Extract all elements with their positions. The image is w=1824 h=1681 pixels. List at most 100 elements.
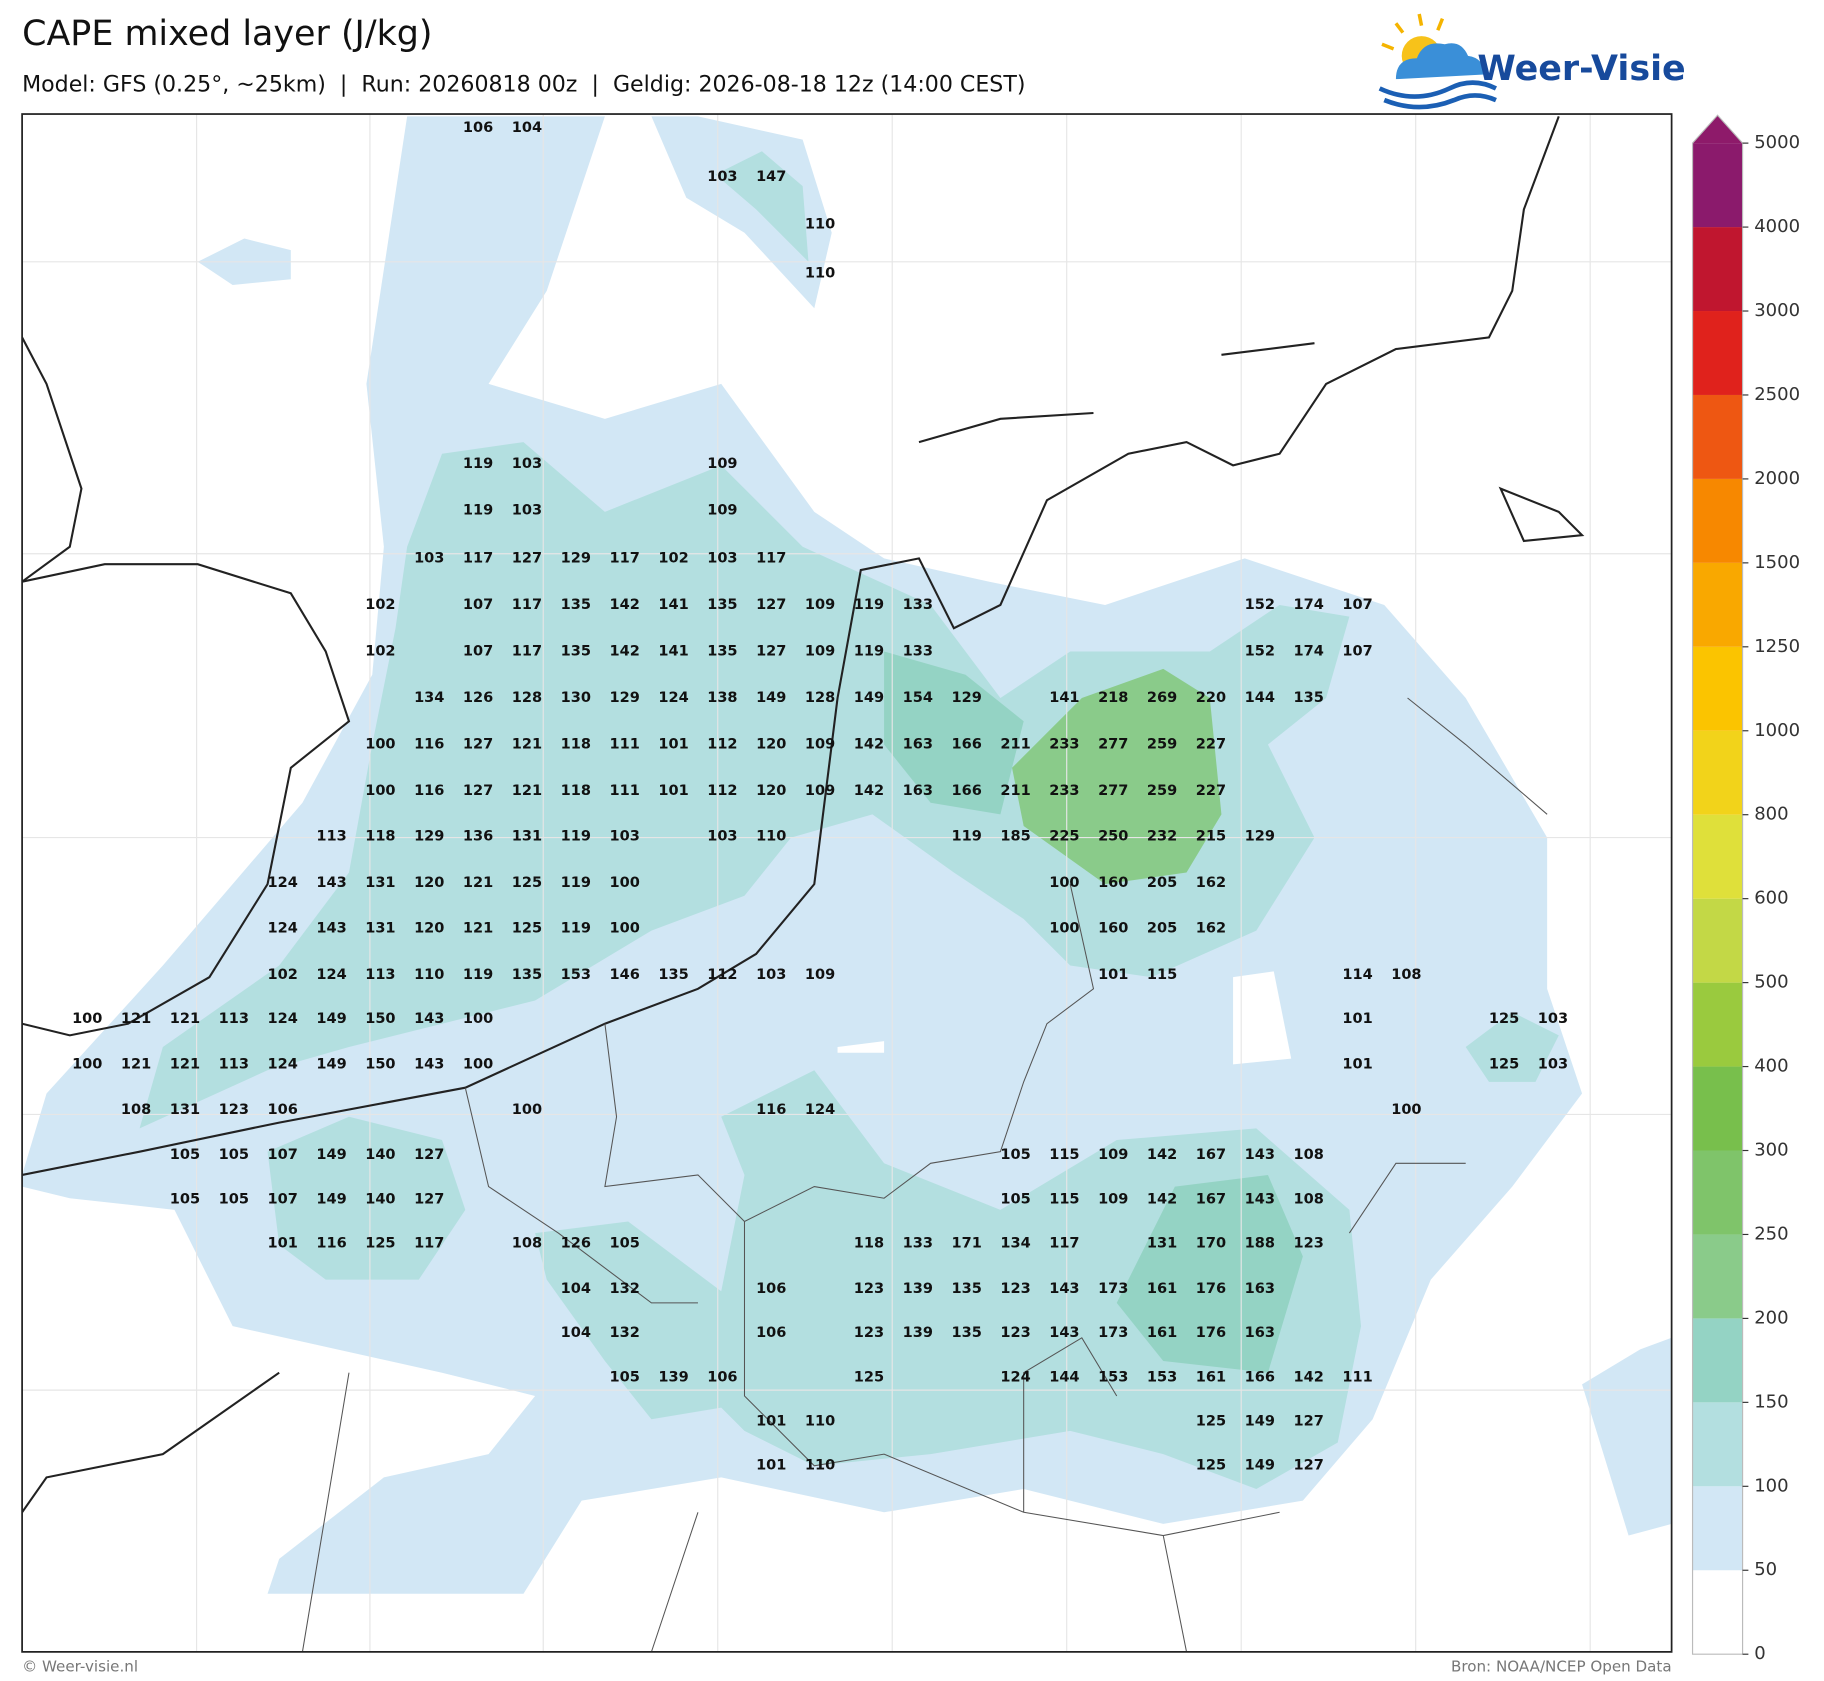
value-label: 114 bbox=[1342, 967, 1372, 983]
colorbar-tick-label: 50 bbox=[1754, 1559, 1777, 1580]
value-label: 124 bbox=[1000, 1369, 1030, 1385]
value-label: 127 bbox=[1294, 1414, 1324, 1430]
cape-shading bbox=[22, 116, 1672, 1594]
value-label: 118 bbox=[854, 1236, 884, 1252]
value-label: 139 bbox=[903, 1281, 933, 1297]
value-label: 142 bbox=[610, 643, 640, 659]
value-label: 106 bbox=[707, 1369, 737, 1385]
colorbar-bin bbox=[1692, 1066, 1743, 1151]
value-label: 119 bbox=[561, 875, 591, 891]
value-label: 121 bbox=[463, 875, 493, 891]
value-label: 117 bbox=[463, 550, 493, 566]
value-label: 233 bbox=[1049, 737, 1079, 753]
value-label: 109 bbox=[805, 643, 835, 659]
value-label: 133 bbox=[903, 597, 933, 613]
coast-channel bbox=[22, 1371, 280, 1513]
value-label: 116 bbox=[414, 783, 444, 799]
value-label: 115 bbox=[1049, 1191, 1079, 1207]
value-label: 142 bbox=[610, 597, 640, 613]
value-label: 118 bbox=[365, 828, 395, 844]
value-label: 107 bbox=[1342, 643, 1372, 659]
value-label: 100 bbox=[365, 737, 395, 753]
value-label: 129 bbox=[610, 690, 640, 706]
value-label: 124 bbox=[658, 690, 688, 706]
value-label: 144 bbox=[1245, 690, 1275, 706]
value-label: 101 bbox=[658, 737, 688, 753]
value-label: 121 bbox=[170, 1056, 200, 1072]
value-label: 119 bbox=[463, 503, 493, 519]
value-label: 166 bbox=[952, 737, 982, 753]
colorbar-bin bbox=[1692, 311, 1743, 395]
value-label: 142 bbox=[854, 737, 884, 753]
value-label: 113 bbox=[219, 1011, 249, 1027]
value-label: 101 bbox=[756, 1414, 786, 1430]
value-label: 127 bbox=[463, 737, 493, 753]
value-label: 119 bbox=[463, 967, 493, 983]
value-label: 147 bbox=[756, 169, 786, 185]
colorbar-tick-label: 1250 bbox=[1754, 636, 1800, 657]
value-label: 110 bbox=[805, 1458, 835, 1474]
value-label: 106 bbox=[756, 1325, 786, 1341]
value-label: 101 bbox=[268, 1236, 298, 1252]
value-label: 133 bbox=[903, 1236, 933, 1252]
value-label: 117 bbox=[756, 550, 786, 566]
value-label: 103 bbox=[707, 169, 737, 185]
value-label: 109 bbox=[805, 967, 835, 983]
value-label: 170 bbox=[1196, 1236, 1226, 1252]
value-label: 104 bbox=[512, 120, 542, 136]
value-label: 100 bbox=[365, 783, 395, 799]
value-label: 106 bbox=[268, 1102, 298, 1118]
value-label: 125 bbox=[512, 920, 542, 936]
value-label: 110 bbox=[756, 828, 786, 844]
value-label: 109 bbox=[805, 597, 835, 613]
colorbar-tick-label: 800 bbox=[1754, 804, 1788, 825]
value-label: 141 bbox=[1049, 690, 1079, 706]
value-label: 107 bbox=[268, 1147, 298, 1163]
value-label: 115 bbox=[1049, 1147, 1079, 1163]
colorbar-tick-label: 300 bbox=[1754, 1140, 1788, 1161]
value-label: 150 bbox=[365, 1011, 395, 1027]
logo: Weer-Visie bbox=[1378, 13, 1686, 110]
value-label: 227 bbox=[1196, 737, 1226, 753]
value-label: 102 bbox=[268, 967, 298, 983]
colorbar-bin bbox=[1692, 814, 1743, 899]
value-label: 142 bbox=[854, 783, 884, 799]
value-label: 142 bbox=[1147, 1147, 1177, 1163]
colorbar-tick-label: 4000 bbox=[1754, 216, 1800, 237]
value-label: 119 bbox=[854, 643, 884, 659]
value-label: 119 bbox=[561, 828, 591, 844]
logo-sun-rays bbox=[1381, 13, 1445, 51]
value-label: 133 bbox=[903, 643, 933, 659]
value-label: 131 bbox=[512, 828, 542, 844]
value-label: 269 bbox=[1147, 690, 1177, 706]
value-label: 277 bbox=[1098, 783, 1128, 799]
value-label: 110 bbox=[805, 1414, 835, 1430]
value-label: 161 bbox=[1196, 1369, 1226, 1385]
value-label: 116 bbox=[414, 737, 444, 753]
value-label: 153 bbox=[1147, 1369, 1177, 1385]
colorbar-bin bbox=[1692, 1402, 1743, 1487]
value-label: 126 bbox=[561, 1236, 591, 1252]
shade-200 bbox=[1012, 668, 1222, 885]
colorbar-bin bbox=[1692, 1486, 1743, 1571]
colorbar-tick-label: 400 bbox=[1754, 1056, 1788, 1077]
value-label: 124 bbox=[805, 1102, 835, 1118]
value-label: 121 bbox=[170, 1011, 200, 1027]
colorbar-bin bbox=[1692, 1234, 1743, 1319]
value-label: 110 bbox=[414, 967, 444, 983]
value-label: 129 bbox=[952, 690, 982, 706]
value-label: 129 bbox=[414, 828, 444, 844]
colorbar-bin bbox=[1692, 227, 1743, 312]
value-label: 121 bbox=[512, 783, 542, 799]
shade-100 bbox=[267, 151, 1559, 1490]
colorbar-tick-label: 1500 bbox=[1754, 552, 1800, 573]
value-label: 116 bbox=[756, 1102, 786, 1118]
value-label: 102 bbox=[658, 550, 688, 566]
coast-uk-north bbox=[22, 336, 83, 583]
value-label: 166 bbox=[1245, 1369, 1275, 1385]
value-label: 149 bbox=[316, 1147, 346, 1163]
value-label: 149 bbox=[316, 1191, 346, 1207]
value-label: 259 bbox=[1147, 737, 1177, 753]
value-label: 107 bbox=[268, 1191, 298, 1207]
value-label: 131 bbox=[1147, 1236, 1177, 1252]
